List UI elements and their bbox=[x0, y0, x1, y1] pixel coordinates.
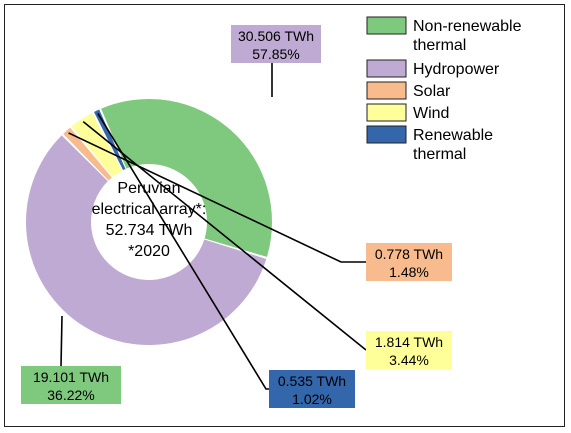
data-label-hydropower: 30.506 TWh 57.85% bbox=[231, 25, 321, 63]
data-labels: 30.506 TWh 57.85% 0.778 TWh 1.48% 1.814 TWh 3… bbox=[21, 25, 452, 408]
data-label-percent-renewable-thermal: 1.02% bbox=[292, 391, 332, 407]
legend-entry-solar: Solar bbox=[366, 81, 451, 100]
legend: Non-renewable thermal Hydropower Solar Wind R… bbox=[366, 16, 522, 163]
slice-renewable-thermal bbox=[94, 109, 126, 171]
data-label-value-wind: 1.814 TWh bbox=[375, 334, 443, 350]
legend-swatch-solar bbox=[366, 81, 407, 100]
slice-hydropower bbox=[25, 135, 267, 345]
legend-label-wind: Wind bbox=[413, 105, 449, 122]
legend-label-hydropower: Hydropower bbox=[413, 61, 500, 78]
data-label-value-renewable-thermal: 0.535 TWh bbox=[278, 373, 346, 389]
data-label-percent-solar: 1.48% bbox=[389, 264, 429, 280]
leader-lines bbox=[60, 63, 367, 390]
slice-non-renewable-thermal bbox=[101, 98, 272, 257]
center-text-line-1: Peruvian bbox=[117, 180, 180, 197]
data-label-renewable-thermal: 0.535 TWh 1.02% bbox=[269, 370, 355, 408]
legend-entry-hydropower: Hydropower bbox=[366, 59, 500, 78]
data-label-box-hydropower bbox=[231, 25, 321, 63]
data-label-percent-non-renewable-thermal: 36.22% bbox=[47, 387, 94, 403]
data-label-percent-hydropower: 57.85% bbox=[252, 46, 299, 62]
center-text-line-3: 52.734 TWh bbox=[106, 222, 193, 239]
leader-line-renewable-thermal bbox=[97, 113, 269, 390]
donut-slices bbox=[25, 98, 272, 345]
data-label-value-solar: 0.778 TWh bbox=[375, 246, 443, 262]
center-text-line-2: electrical array*: bbox=[92, 201, 207, 218]
slice-wind bbox=[71, 112, 123, 177]
data-label-box-solar bbox=[366, 243, 452, 281]
legend-label-non-renewable-thermal-line-1: Non-renewable bbox=[413, 18, 522, 35]
legend-label-non-renewable-thermal-line-2: thermal bbox=[413, 37, 466, 54]
legend-swatch-wind bbox=[366, 103, 407, 122]
data-label-box-wind bbox=[366, 331, 452, 369]
legend-swatch-renewable-thermal bbox=[366, 125, 407, 144]
legend-swatch-non-renewable-thermal bbox=[366, 16, 407, 35]
leader-line-solar bbox=[68, 132, 366, 263]
chart-frame bbox=[4, 4, 565, 427]
legend-entry-non-renewable-thermal: Non-renewable thermal bbox=[366, 16, 522, 54]
slice-solar bbox=[63, 127, 112, 181]
legend-entry-wind: Wind bbox=[366, 103, 449, 122]
legend-label-renewable-thermal-line-2: thermal bbox=[413, 146, 466, 163]
data-label-percent-wind: 3.44% bbox=[389, 352, 429, 368]
center-text-line-4: *2020 bbox=[128, 243, 170, 260]
data-label-box-non-renewable-thermal bbox=[21, 366, 121, 404]
data-label-value-non-renewable-thermal: 19.101 TWh bbox=[33, 369, 109, 385]
legend-label-renewable-thermal-line-1: Renewable bbox=[413, 127, 493, 144]
center-label: Peruvian electrical array*: 52.734 TWh *… bbox=[92, 180, 207, 260]
data-label-value-hydropower: 30.506 TWh bbox=[238, 28, 314, 44]
data-label-solar: 0.778 TWh 1.48% bbox=[366, 243, 452, 281]
leader-line-non-renewable-thermal bbox=[60, 315, 63, 367]
data-label-box-renewable-thermal bbox=[269, 370, 355, 408]
data-label-wind: 1.814 TWh 3.44% bbox=[366, 331, 452, 369]
legend-entry-renewable-thermal: Renewable thermal bbox=[366, 125, 493, 163]
legend-label-solar: Solar bbox=[413, 83, 451, 100]
leader-line-wind bbox=[82, 121, 367, 351]
data-label-non-renewable-thermal: 19.101 TWh 36.22% bbox=[21, 366, 121, 404]
legend-swatch-hydropower bbox=[366, 59, 407, 78]
